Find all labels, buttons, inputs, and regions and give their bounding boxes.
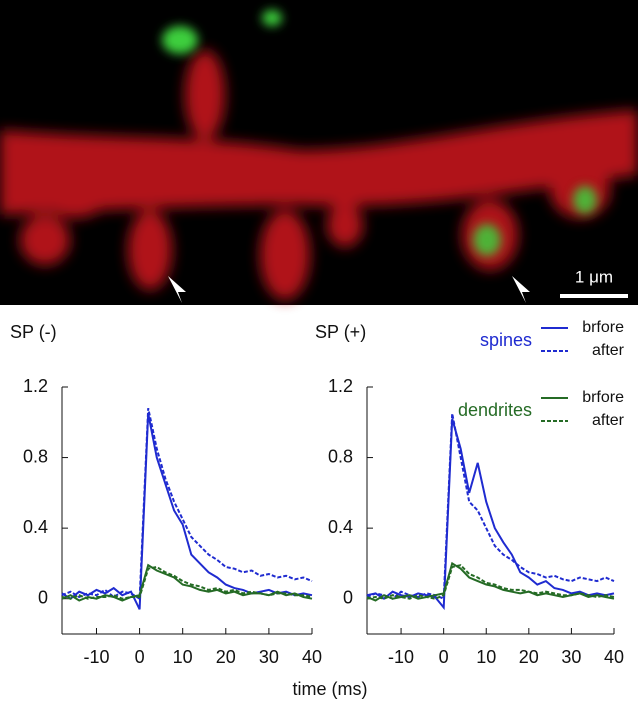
x-tick-label: 0 xyxy=(135,647,145,667)
legend-entry: brfore xyxy=(582,389,624,406)
micrograph: 1 μm xyxy=(0,0,638,305)
arrowhead xyxy=(168,276,186,303)
chart-title: SP (-) xyxy=(10,322,57,342)
y-tick-label: 0.8 xyxy=(23,446,48,466)
y-tick-label: 0.4 xyxy=(328,517,353,537)
legend-group-label: dendrites xyxy=(458,400,532,420)
series-line xyxy=(61,565,313,600)
x-tick-label: -10 xyxy=(388,647,414,667)
series-line xyxy=(366,418,615,611)
x-tick-label: 30 xyxy=(259,647,279,667)
series-line xyxy=(61,563,313,602)
y-tick-label: 1.2 xyxy=(23,376,48,396)
x-tick-label: 20 xyxy=(519,647,539,667)
x-axis-label: time (ms) xyxy=(293,679,368,699)
x-tick-label: 10 xyxy=(476,647,496,667)
x-tick-label: 10 xyxy=(173,647,193,667)
arrowhead xyxy=(512,276,530,303)
legend-entry: after xyxy=(592,412,625,429)
series-line xyxy=(366,413,615,601)
x-tick-label: 30 xyxy=(561,647,581,667)
y-tick-label: 0.4 xyxy=(23,517,48,537)
x-tick-label: -10 xyxy=(83,647,109,667)
scale-bar-label: 1 μm xyxy=(575,267,613,286)
dendrite xyxy=(0,50,638,300)
series-line xyxy=(61,407,313,601)
series-line xyxy=(61,413,313,610)
y-tick-label: 0.8 xyxy=(328,446,353,466)
legend-entry: after xyxy=(592,342,625,359)
x-tick-label: 40 xyxy=(302,647,322,667)
chart-title: SP (+) xyxy=(315,322,366,342)
y-tick-label: 1.2 xyxy=(328,376,353,396)
y-tick-label: 0 xyxy=(343,587,353,607)
legend-group-label: spines xyxy=(480,330,532,350)
x-tick-label: 40 xyxy=(604,647,624,667)
y-tick-label: 0 xyxy=(38,587,48,607)
x-tick-label: 20 xyxy=(216,647,236,667)
spine-spots xyxy=(162,10,597,256)
legend-entry: brfore xyxy=(582,319,624,336)
series-line xyxy=(366,564,615,600)
x-tick-label: 0 xyxy=(439,647,449,667)
